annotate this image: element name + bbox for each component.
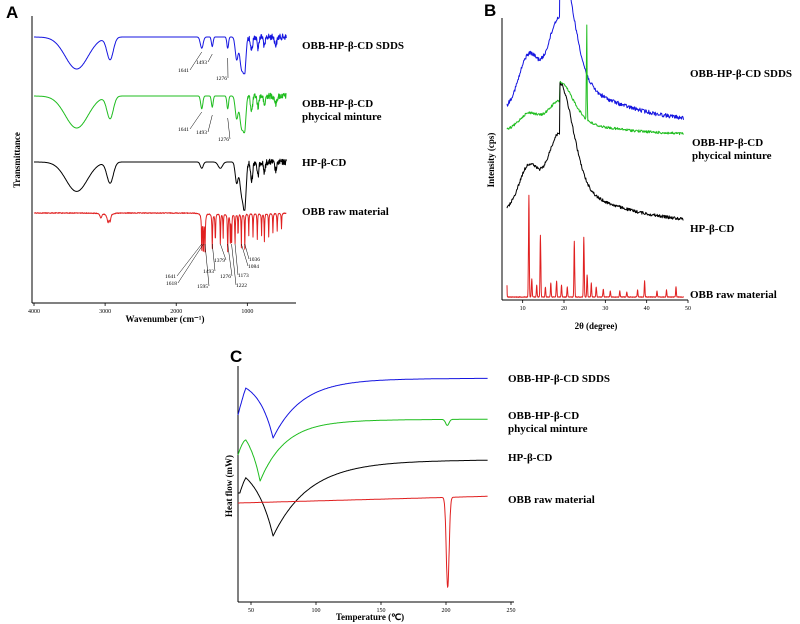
legend-entry-line: phycical minture	[302, 111, 382, 123]
a-annotation-leader	[207, 53, 213, 63]
b-tick-label: 40	[644, 306, 650, 312]
b-trace-line	[506, 0, 684, 120]
c-trace-line	[237, 495, 488, 588]
legend-entry: OBB-HP-β-CD SDDS	[690, 68, 792, 80]
panel-b: B Intensity (cps) 2θ (degree) 10 20 30 40 50…	[484, 0, 792, 331]
a-annotation-leader	[204, 243, 210, 287]
panel-label-b: B	[484, 1, 496, 20]
a-annotation-label: 1276	[220, 274, 231, 280]
a-annotation-label: 1493	[196, 60, 207, 66]
a-trace-line	[33, 92, 287, 134]
c-tick-label: 150	[377, 608, 386, 614]
c-tick-label: 50	[248, 608, 254, 614]
a-annotation-leader	[189, 111, 202, 130]
b-trace-line	[506, 82, 684, 221]
c-traces	[237, 377, 488, 588]
legend-entry: HP-β-CD	[302, 157, 346, 169]
legend-entry-line: phycical minture	[692, 150, 772, 162]
a-annotation-label: 1493	[203, 269, 214, 275]
a-annotation-label: 1641	[178, 127, 189, 133]
a-annotation-leader	[244, 243, 250, 260]
legend-entry: HP-β-CD	[690, 223, 734, 235]
c-trace-line	[237, 418, 488, 482]
a-annotation-label: 1173	[238, 273, 249, 279]
legend-entry: OBB raw material	[508, 494, 595, 506]
a-annotation-leader	[220, 243, 227, 261]
b-tick-label: 10	[520, 306, 526, 312]
legend-entry-line: phycical minture	[508, 423, 588, 435]
panel-c: C Heat flow (mW) Temperature (℃) 50 100 15…	[224, 347, 610, 622]
legend-entry-line: OBB-HP-β-CD	[302, 98, 373, 110]
a-annotation-label: 1084	[248, 264, 259, 270]
a-tick-label: 2000	[170, 309, 182, 315]
a-annotation-leader	[227, 243, 233, 277]
b-tick-label: 20	[561, 306, 567, 312]
c-tick-label: 250	[507, 608, 516, 614]
legend-entry-line: OBB-HP-β-CD	[508, 410, 579, 422]
legend-entry: OBB-HP-β-CD SDDS	[508, 373, 610, 385]
a-tick-label: 3000	[99, 309, 111, 315]
a-annotation-leader	[241, 243, 249, 267]
a-annotation-leader	[177, 243, 204, 284]
a-tick-label: 1000	[241, 309, 253, 315]
b-traces	[506, 0, 685, 298]
a-annotation-label: 1276	[218, 137, 229, 143]
legend-entry: OBB-HP-β-CD SDDS	[302, 40, 404, 52]
c-x-ticks: 50 100 150 200 250	[248, 602, 516, 614]
b-tick-label: 30	[602, 306, 608, 312]
a-annotation-label: 1276	[216, 76, 227, 82]
c-ylabel: Heat flow (mW)	[224, 455, 234, 517]
panel-a: A Transmittance Wavenumber (cm⁻¹) 4000 30…	[6, 3, 404, 324]
a-annotation-leader	[207, 114, 213, 133]
panel-label-c: C	[230, 347, 242, 366]
c-trace-line	[238, 459, 488, 537]
panel-label-a: A	[6, 3, 18, 22]
a-trace-line	[33, 212, 287, 253]
a-annotation-label: 1036	[249, 257, 260, 263]
a-annotation-label: 1618	[166, 281, 177, 287]
a-annotation-label: 1641	[178, 68, 189, 74]
a-annotation-leader	[212, 243, 216, 272]
c-xlabel: Temperature (℃)	[336, 612, 404, 622]
a-trace-line	[33, 158, 287, 211]
b-trace-line	[506, 194, 685, 298]
c-tick-label: 100	[312, 608, 321, 614]
legend-entry: OBB raw material	[690, 289, 777, 301]
a-annotation-leader	[176, 243, 202, 277]
b-xlabel: 2θ (degree)	[575, 321, 618, 331]
a-annotation-leader	[234, 243, 239, 276]
a-annotation-leader	[189, 51, 202, 71]
b-trace-line	[506, 24, 684, 136]
a-annotation-leader	[227, 117, 231, 140]
a-ylabel: Transmittance	[12, 132, 22, 188]
legend-entry: OBB raw material	[302, 206, 389, 218]
a-annotation-label: 1493	[196, 130, 207, 136]
legend-entry-line: OBB-HP-β-CD	[692, 137, 763, 149]
a-tick-label: 4000	[28, 309, 40, 315]
b-ylabel: Intensity (cps)	[486, 133, 496, 188]
a-annotation-label: 1595	[197, 284, 208, 290]
a-xlabel: Wavenumber (cm⁻¹)	[125, 314, 204, 324]
a-annotation-label: 1379	[214, 258, 225, 264]
a-trace-line	[33, 33, 287, 75]
b-tick-label: 50	[685, 306, 691, 312]
legend-entry: HP-β-CD	[508, 452, 552, 464]
c-tick-label: 200	[442, 608, 451, 614]
b-x-ticks: 10 20 30 40 50	[520, 300, 691, 312]
a-annotation-label: 1641	[165, 274, 176, 280]
a-traces	[33, 33, 287, 253]
a-annotation-leader	[231, 243, 237, 286]
c-trace-line	[237, 377, 488, 439]
a-x-ticks: 4000 3000 2000 1000	[28, 303, 253, 315]
a-annotation-label: 1222	[236, 283, 247, 289]
